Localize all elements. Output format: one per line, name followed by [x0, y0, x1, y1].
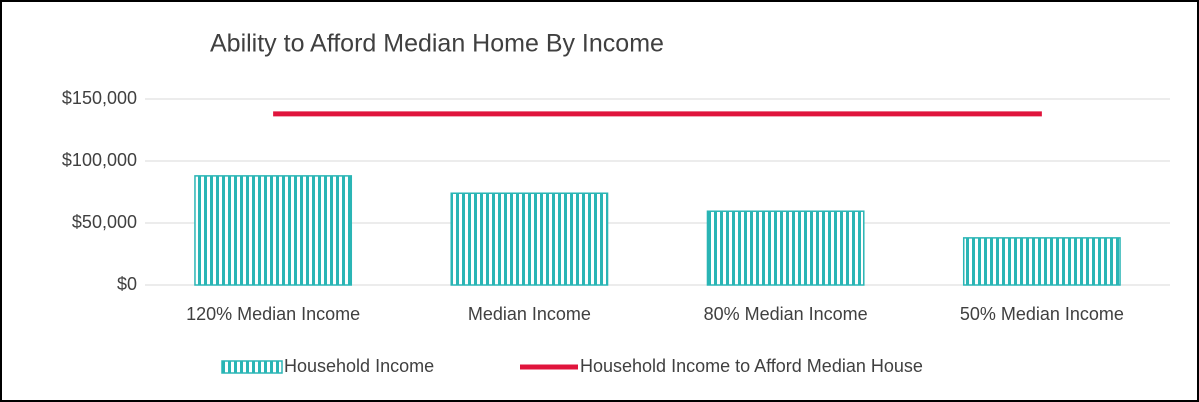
y-tick-label: $100,000 [62, 150, 137, 170]
x-tick-label: 80% Median Income [704, 304, 868, 324]
legend-label: Household Income to Afford Median House [580, 356, 923, 376]
bar [962, 237, 1121, 286]
legend-swatch [221, 360, 283, 374]
y-tick-label: $0 [117, 274, 137, 294]
x-tick-label: 50% Median Income [960, 304, 1124, 324]
chart-title: Ability to Afford Median Home By Income [210, 30, 664, 58]
bar [450, 192, 609, 286]
legend-label: Household Income [284, 356, 434, 376]
bar [194, 175, 353, 286]
x-tick-label: Median Income [468, 304, 591, 324]
y-tick-label: $50,000 [72, 212, 137, 232]
y-tick-label: $150,000 [62, 88, 137, 108]
bar [706, 210, 865, 286]
x-tick-label: 120% Median Income [186, 304, 360, 324]
